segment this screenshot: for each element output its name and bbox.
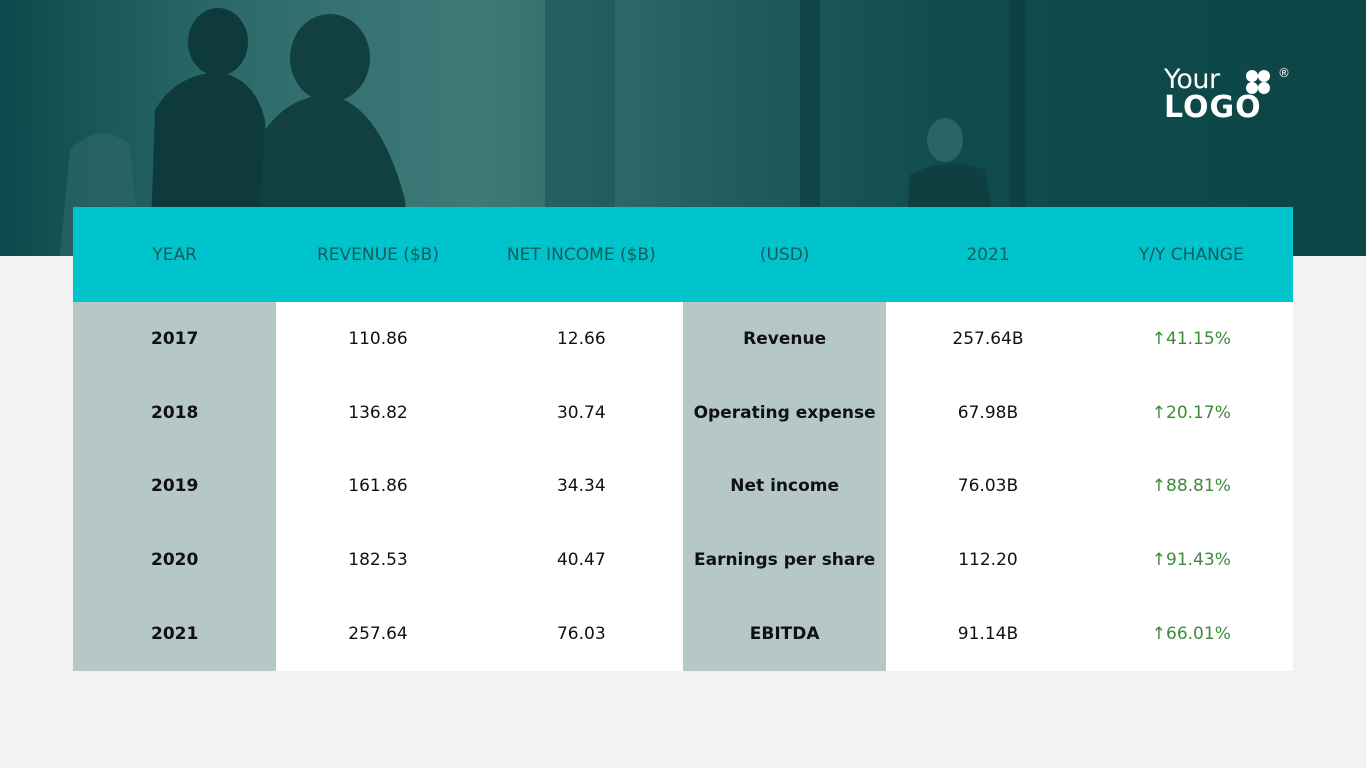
person (290, 14, 370, 102)
pillar (1010, 0, 1025, 256)
pillar (800, 0, 820, 256)
header-cell: Y/Y CHANGE (1089, 207, 1293, 302)
table-cell: 257.64B (886, 302, 1090, 376)
table-cell: 2018 (73, 375, 277, 450)
table-row: 2019 161.86 34.34 Net income 76.03B ↑88.81% (73, 449, 1293, 524)
change-cell: ↑91.43% (1089, 523, 1293, 598)
table-cell: 91.14B (886, 597, 1090, 671)
financial-table: YEAR REVENUE ($B) NET INCOME ($B) (USD) 2021… (73, 207, 1293, 671)
logo-icon (1246, 70, 1270, 94)
table-cell: Operating expense (682, 375, 887, 450)
header-row: YEAR REVENUE ($B) NET INCOME ($B) (USD) 2021… (73, 207, 1293, 302)
table-cell: 257.64 (276, 597, 480, 671)
table-cell: 12.66 (479, 302, 683, 376)
change-cell: ↑66.01% (1089, 597, 1293, 671)
table-cell: 2020 (73, 523, 277, 598)
table-body: 2017 110.86 12.66 Revenue 257.64B ↑41.15% 2018… (73, 302, 1293, 671)
table-cell: 76.03B (886, 449, 1090, 524)
header-cell: (USD) (682, 207, 887, 302)
table-row: 2021 257.64 76.03 EBITDA 91.14B ↑66.01% (73, 597, 1293, 671)
person (188, 8, 248, 76)
table-cell: 2021 (73, 597, 277, 671)
table-row: 2020 182.53 40.47 Earnings per share 112.20 ↑… (73, 523, 1293, 598)
table-cell: Earnings per share (682, 523, 887, 598)
table-cell: 76.03 (479, 597, 683, 671)
table-row: 2017 110.86 12.66 Revenue 257.64B ↑41.15% (73, 302, 1293, 376)
table-row: 2018 136.82 30.74 Operating expense 67.98B ↑2… (73, 375, 1293, 450)
header-cell: 2021 (886, 207, 1090, 302)
change-cell: ↑20.17% (1089, 375, 1293, 450)
table-cell: 112.20 (886, 523, 1090, 598)
logo-mark: ® (1278, 66, 1290, 80)
table-cell: 161.86 (276, 449, 480, 524)
table-cell: 2019 (73, 449, 277, 524)
table-cell: 34.34 (479, 449, 683, 524)
logo-text: LOGO (1164, 90, 1262, 125)
table-cell: 110.86 (276, 302, 480, 376)
header-cell: REVENUE ($B) (276, 207, 480, 302)
table-cell: Net income (682, 449, 887, 524)
table-cell: 40.47 (479, 523, 683, 598)
header-cell: YEAR (73, 207, 277, 302)
change-cell: ↑88.81% (1089, 449, 1293, 524)
person (927, 118, 963, 162)
logo-text: Your (1164, 64, 1220, 95)
table-cell: Revenue (682, 302, 887, 376)
table-cell: 136.82 (276, 375, 480, 450)
table-cell: 182.53 (276, 523, 480, 598)
table-cell: EBITDA (682, 597, 887, 671)
table-cell: 2017 (73, 302, 277, 376)
header-cell: NET INCOME ($B) (479, 207, 683, 302)
change-cell: ↑41.15% (1089, 302, 1293, 376)
table-cell: 67.98B (886, 375, 1090, 450)
table-cell: 30.74 (479, 375, 683, 450)
